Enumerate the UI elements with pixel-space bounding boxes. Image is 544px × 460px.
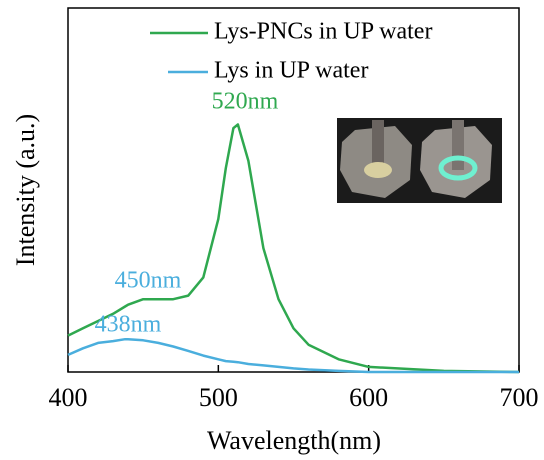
x-tick-label: 400 <box>49 383 88 412</box>
y-axis-title: Intensity (a.u.) <box>11 114 40 266</box>
x-tick-label: 500 <box>199 383 238 412</box>
x-axis-title: Wavelength(nm) <box>207 426 381 455</box>
x-tick-label: 700 <box>500 383 539 412</box>
x-tick-label: 600 <box>349 383 388 412</box>
line-series <box>67 337 519 374</box>
plot-frame <box>67 7 520 373</box>
line-series <box>67 123 520 374</box>
annotation: 438nm <box>95 312 162 338</box>
inset-photo <box>337 118 502 203</box>
annotation: 450nm <box>115 268 182 294</box>
legend-label: Lys-PNCs in UP water <box>214 19 432 45</box>
legend-label: Lys in UP water <box>214 58 368 84</box>
annotation: 520nm <box>212 89 279 115</box>
